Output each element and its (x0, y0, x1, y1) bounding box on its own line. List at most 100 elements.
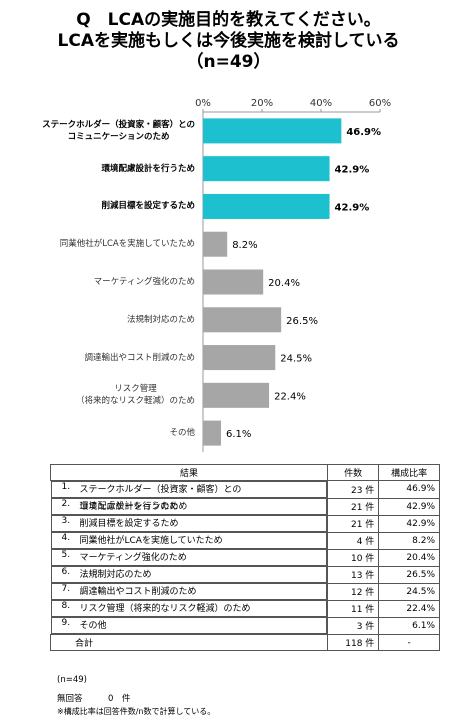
value-label: 26.5% (286, 316, 318, 327)
no-answer: 無回答 0 件 (57, 694, 131, 704)
percent-cell: 24.5% (378, 582, 440, 601)
row-number: 6. (61, 567, 71, 577)
count-cell: 10 件 (327, 548, 380, 567)
bar (203, 269, 264, 295)
result-cell: 4. 同業他社がLCAを実施していたため (50, 532, 328, 549)
table-header: 構成比率 (378, 464, 440, 481)
row-label: その他 (79, 621, 107, 631)
x-tick-label: 0% (195, 98, 211, 109)
table-row: 9. その他 3 件 6.1% (50, 616, 440, 635)
percent-cell: 42.9% (378, 497, 440, 516)
result-cell: 6. 法規制対応のため (50, 566, 328, 583)
percent-cell: 42.9% (378, 514, 440, 533)
title: Q LCAの実施目的を教えてください。 (76, 10, 381, 30)
value-label: 42.9% (335, 202, 370, 213)
total-label: 合計 (49, 634, 329, 651)
count-cell: 3 件 (327, 616, 380, 635)
bar (203, 420, 221, 446)
row-label: リスク管理（将来的なリスク軽減）のため (79, 604, 251, 614)
result-cell: 7. 調達輸出やコスト削減のため (50, 583, 328, 600)
result-cell: 5. マーケティング強化のため (50, 549, 328, 566)
row-number: 8. (61, 601, 71, 611)
percent-cell: 26.5% (378, 565, 440, 584)
row-number: 2. (61, 499, 71, 509)
total-percent: - (378, 634, 440, 651)
count-cell: 21 件 (327, 497, 380, 516)
table-row: 8. リスク管理（将来的なリスク軽減）のため 11 件 22.4% (50, 599, 440, 618)
result-cell: 2. 環境配慮設計を行うため (50, 498, 328, 515)
bar (203, 231, 228, 257)
row-number: 3. (61, 516, 71, 526)
title: LCAを実施もしくは今後実施を検討している (57, 31, 400, 51)
category-label: 同業他社がLCAを実施していたため (59, 239, 195, 250)
table-row: 4. 同業他社がLCAを実施していたため 4 件 8.2% (50, 531, 440, 550)
bar (203, 345, 276, 371)
category-label: 法規制対応のため (126, 314, 195, 325)
row-label: マーケティング強化のため (79, 553, 187, 563)
row-number: 9. (61, 618, 71, 628)
row-label: 削減目標を設定するため (79, 519, 179, 529)
bar (203, 118, 342, 144)
category-label: ステークホルダー（投資家・顧客）との コミュニケーションのため (42, 119, 195, 142)
row-label: 環境配慮設計を行うため (79, 502, 179, 512)
category-label: 環境配慮設計を行うため (101, 163, 195, 174)
category-label: リスク管理 （将来的なリスク軽減）のため (75, 384, 195, 407)
table-header: 結果 (49, 464, 329, 481)
value-label: 8.2% (232, 240, 257, 251)
percent-cell: 6.1% (378, 616, 440, 635)
category-label: マーケティング強化のため (93, 277, 195, 287)
category-label: 調達輸出やコスト削減のため (84, 352, 195, 363)
count-cell: 4 件 (327, 531, 380, 550)
value-label: 22.4% (274, 391, 306, 402)
row-label: 同業他社がLCAを実施していたため (79, 536, 223, 546)
row-number: 5. (61, 550, 71, 560)
count-cell: 23 件 (327, 480, 380, 499)
value-label: 24.5% (280, 354, 312, 365)
title: （n=49） (186, 52, 271, 72)
percent-cell: 20.4% (378, 548, 440, 567)
percent-cell: 46.9% (378, 480, 440, 499)
x-tick-label: 40% (310, 98, 332, 109)
result-cell: 1. ステークホルダー（投資家・顧客）との コミュニケーションのため (50, 481, 328, 512)
bar (203, 307, 282, 333)
row-label: 調達輸出やコスト削減のため (79, 587, 197, 597)
table-header: 件数 (327, 464, 380, 481)
percent-cell: 22.4% (378, 599, 440, 618)
category-label: その他 (169, 428, 195, 439)
value-label: 46.9% (346, 127, 381, 138)
x-tick-label: 60% (369, 98, 391, 109)
count-cell: 11 件 (327, 599, 380, 618)
row-label: 法規制対応のため (79, 570, 152, 580)
value-label: 42.9% (335, 165, 370, 176)
result-cell: 3. 削減目標を設定するため (50, 515, 328, 532)
count-cell: 12 件 (327, 582, 380, 601)
result-cell: 9. その他 (50, 617, 328, 634)
footer-n: (n=49) (57, 675, 87, 685)
row-number: 7. (61, 584, 71, 594)
total-row: 合計 118 件- (49, 634, 440, 651)
total-count: 118 件 (327, 634, 380, 651)
category-label: 削減目標を設定するため (101, 201, 195, 212)
x-tick-label: 20% (251, 98, 273, 109)
row-label: ステークホルダー（投資家・顧客）との コミュニケーションのため (79, 485, 242, 512)
result-cell: 8. リスク管理（将来的なリスク軽減）のため (50, 600, 328, 617)
table-row: 5. マーケティング強化のため 10 件 20.4% (50, 548, 440, 567)
table-row: 6. 法規制対応のため 13 件 26.5% (50, 565, 440, 584)
table-row: 3. 削減目標を設定するため 21 件 42.9% (50, 514, 440, 533)
result-table: 結果 件数 構成比率 1. ステークホルダー（投資家・顧客）との コミュニケーションのた… (49, 464, 440, 651)
bar (203, 193, 330, 219)
note: ※構成比率は回答件数/n数で計算している。 (57, 707, 216, 716)
table-row: 1. ステークホルダー（投資家・顧客）との コミュニケーションのため 23 件 46.… (50, 480, 440, 512)
row-number: 4. (61, 533, 71, 543)
value-label: 20.4% (268, 278, 300, 289)
chart: 0% 20% 40% 60% 46.9% 42.9% 42.9% 8.2% 20.4% 26.5%… (195, 98, 391, 452)
count-cell: 13 件 (327, 565, 380, 584)
table-row: 2. 環境配慮設計を行うため 21 件 42.9% (50, 497, 440, 516)
count-cell: 21 件 (327, 514, 380, 533)
value-label: 6.1% (226, 429, 251, 440)
table-row: 7. 調達輸出やコスト削減のため 12 件 24.5% (50, 582, 440, 601)
bar (203, 382, 270, 408)
bar (203, 156, 330, 182)
percent-cell: 8.2% (378, 531, 440, 550)
